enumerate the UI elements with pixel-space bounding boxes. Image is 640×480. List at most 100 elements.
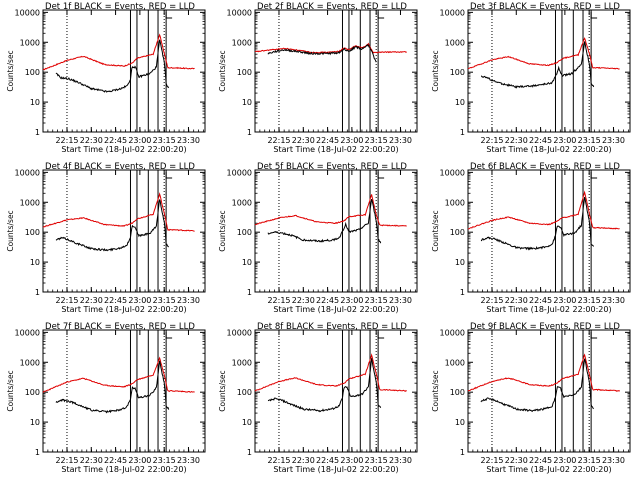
lld-series-line xyxy=(254,42,407,54)
panel-det-5: Det 5f BLACK = Events, RED = LLD 1 10 100 10… xyxy=(218,162,418,314)
y-tick-label: 10 xyxy=(242,418,252,427)
events-series-line xyxy=(267,198,382,244)
y-tick-label: 10000 xyxy=(227,168,252,177)
x-tick-label: 23:30 xyxy=(389,456,412,465)
y-tick-label: 10000 xyxy=(227,8,252,17)
y-tick-label: 10 xyxy=(242,98,252,107)
panel-det-4: Det 4f BLACK = Events, RED = LLD 1 10 100 10… xyxy=(6,162,206,314)
y-tick-label: 1000 xyxy=(232,358,252,367)
panel-title: Det 8f BLACK = Events, RED = LLD xyxy=(257,322,407,332)
x-tick-label: 22:30 xyxy=(505,136,528,145)
y-tick-label: 100 xyxy=(237,388,252,397)
y-tick-label: 1 xyxy=(35,448,40,457)
x-tick-label: 22:30 xyxy=(80,136,103,145)
lld-series-line xyxy=(467,190,620,230)
y-tick-label: 1 xyxy=(247,288,252,297)
x-axis-label: Start Time (18-Jul-02 22:00:20) xyxy=(273,305,398,314)
y-tick-label: 100 xyxy=(237,68,252,77)
plot-frame xyxy=(42,329,206,453)
y-axis-label: Counts/sec xyxy=(6,50,15,91)
x-tick-label: 22:30 xyxy=(505,296,528,305)
x-tick-label: 23:15 xyxy=(365,136,388,145)
lld-series-line xyxy=(42,192,195,232)
panel-title: Det 4f BLACK = Events, RED = LLD xyxy=(45,162,195,172)
x-tick-label: 23:30 xyxy=(177,136,200,145)
interval-bracket xyxy=(590,12,598,19)
y-axis-label: Counts/sec xyxy=(218,370,227,411)
y-tick-label: 1 xyxy=(460,288,465,297)
x-tick-label: 23:30 xyxy=(177,456,200,465)
x-tick-label: 23:00 xyxy=(128,296,151,305)
x-axis-label: Start Time (18-Jul-02 22:00:20) xyxy=(273,465,398,474)
y-tick-label: 100 xyxy=(237,228,252,237)
x-tick-label: 23:30 xyxy=(177,296,200,305)
x-axis-label: Start Time (18-Jul-02 22:00:20) xyxy=(273,145,398,154)
x-tick-label: 23:30 xyxy=(389,136,412,145)
x-axis-label: Start Time (18-Jul-02 22:00:20) xyxy=(486,305,611,314)
panel-title: Det 5f BLACK = Events, RED = LLD xyxy=(257,162,407,172)
x-tick-label: 22:45 xyxy=(104,136,127,145)
panel-title: Det 9f BLACK = Events, RED = LLD xyxy=(470,322,620,332)
lld-series-line xyxy=(42,33,195,71)
x-tick-label: 22:15 xyxy=(55,456,78,465)
x-tick-label: 22:45 xyxy=(529,136,552,145)
x-axis-label: Start Time (18-Jul-02 22:00:20) xyxy=(61,305,186,314)
plot-frame xyxy=(42,169,206,293)
y-tick-label: 1000 xyxy=(20,198,40,207)
x-axis-label: Start Time (18-Jul-02 22:00:20) xyxy=(61,145,186,154)
x-axis-label: Start Time (18-Jul-02 22:00:20) xyxy=(486,465,611,474)
y-tick-label: 10 xyxy=(455,418,465,427)
x-tick-label: 23:00 xyxy=(553,136,576,145)
lld-series-line xyxy=(254,194,407,227)
x-tick-label: 22:15 xyxy=(267,136,290,145)
interval-bracket xyxy=(590,172,598,179)
x-tick-label: 22:30 xyxy=(292,136,315,145)
x-tick-label: 22:15 xyxy=(480,296,503,305)
y-tick-label: 100 xyxy=(450,388,465,397)
panel-det-1: Det 1f BLACK = Events, RED = LLD 1 10 100 10… xyxy=(6,2,206,154)
x-tick-label: 22:30 xyxy=(292,296,315,305)
x-tick-label: 23:00 xyxy=(553,296,576,305)
x-tick-label: 22:45 xyxy=(104,296,127,305)
x-axis-label: Start Time (18-Jul-02 22:00:20) xyxy=(61,465,186,474)
x-tick-label: 22:15 xyxy=(267,296,290,305)
x-tick-label: 22:30 xyxy=(80,296,103,305)
interval-bracket xyxy=(590,332,598,339)
y-tick-label: 10000 xyxy=(440,328,465,337)
y-tick-label: 1 xyxy=(35,288,40,297)
panel-det-6: Det 6f BLACK = Events, RED = LLD 1 10 100 10… xyxy=(431,162,631,314)
plot-frame xyxy=(42,9,206,133)
events-series-line xyxy=(267,358,382,413)
x-tick-label: 23:15 xyxy=(153,456,176,465)
x-tick-label: 23:30 xyxy=(602,136,625,145)
x-tick-label: 23:30 xyxy=(389,296,412,305)
y-tick-label: 10 xyxy=(455,98,465,107)
y-axis-label: Counts/sec xyxy=(431,370,440,411)
x-axis-label: Start Time (18-Jul-02 22:00:20) xyxy=(486,145,611,154)
y-tick-label: 1000 xyxy=(232,198,252,207)
x-tick-label: 22:30 xyxy=(80,456,103,465)
y-tick-label: 1000 xyxy=(445,198,465,207)
y-axis-label: Counts/sec xyxy=(431,50,440,91)
x-tick-label: 22:30 xyxy=(505,456,528,465)
y-tick-label: 1000 xyxy=(445,358,465,367)
y-axis-label: Counts/sec xyxy=(218,50,227,91)
y-tick-label: 1000 xyxy=(20,358,40,367)
x-tick-label: 23:15 xyxy=(578,136,601,145)
x-tick-label: 23:15 xyxy=(578,296,601,305)
panel-det-9: Det 9f BLACK = Events, RED = LLD 1 10 100 10… xyxy=(431,322,631,474)
y-tick-label: 1 xyxy=(460,448,465,457)
plot-frame xyxy=(254,169,418,293)
y-tick-label: 10000 xyxy=(440,168,465,177)
x-tick-label: 23:00 xyxy=(340,296,363,305)
interval-bracket xyxy=(165,332,173,339)
events-series-line xyxy=(481,41,595,89)
panel-title: Det 2f BLACK = Events, RED = LLD xyxy=(257,2,407,12)
x-tick-label: 22:15 xyxy=(480,136,503,145)
lld-series-line xyxy=(467,353,620,392)
x-tick-label: 22:45 xyxy=(316,296,339,305)
x-tick-label: 22:45 xyxy=(316,136,339,145)
y-tick-label: 10000 xyxy=(440,8,465,17)
lld-series-line xyxy=(42,356,195,393)
